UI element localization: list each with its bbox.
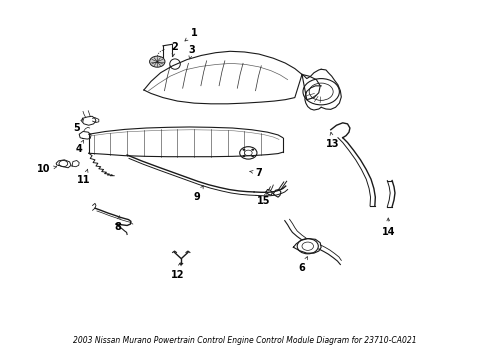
Text: 13: 13 bbox=[325, 132, 339, 149]
Circle shape bbox=[242, 149, 245, 151]
Text: 9: 9 bbox=[193, 186, 203, 202]
Text: 10: 10 bbox=[38, 165, 57, 175]
Text: 2003 Nissan Murano Powertrain Control Engine Control Module Diagram for 23710-CA: 2003 Nissan Murano Powertrain Control En… bbox=[73, 336, 415, 345]
Text: 3: 3 bbox=[188, 45, 195, 59]
Circle shape bbox=[251, 155, 254, 157]
Text: 12: 12 bbox=[170, 263, 184, 280]
Text: 11: 11 bbox=[77, 169, 91, 185]
Circle shape bbox=[149, 56, 164, 67]
Circle shape bbox=[242, 155, 245, 157]
Text: 1: 1 bbox=[184, 28, 197, 41]
Text: 15: 15 bbox=[256, 193, 270, 206]
Text: 8: 8 bbox=[114, 216, 121, 231]
Text: 4: 4 bbox=[76, 140, 83, 154]
Text: 2: 2 bbox=[171, 42, 178, 56]
Text: 6: 6 bbox=[298, 257, 307, 273]
Text: 14: 14 bbox=[381, 218, 394, 237]
Text: 7: 7 bbox=[249, 168, 262, 178]
Circle shape bbox=[251, 149, 254, 151]
Text: 5: 5 bbox=[73, 119, 83, 133]
